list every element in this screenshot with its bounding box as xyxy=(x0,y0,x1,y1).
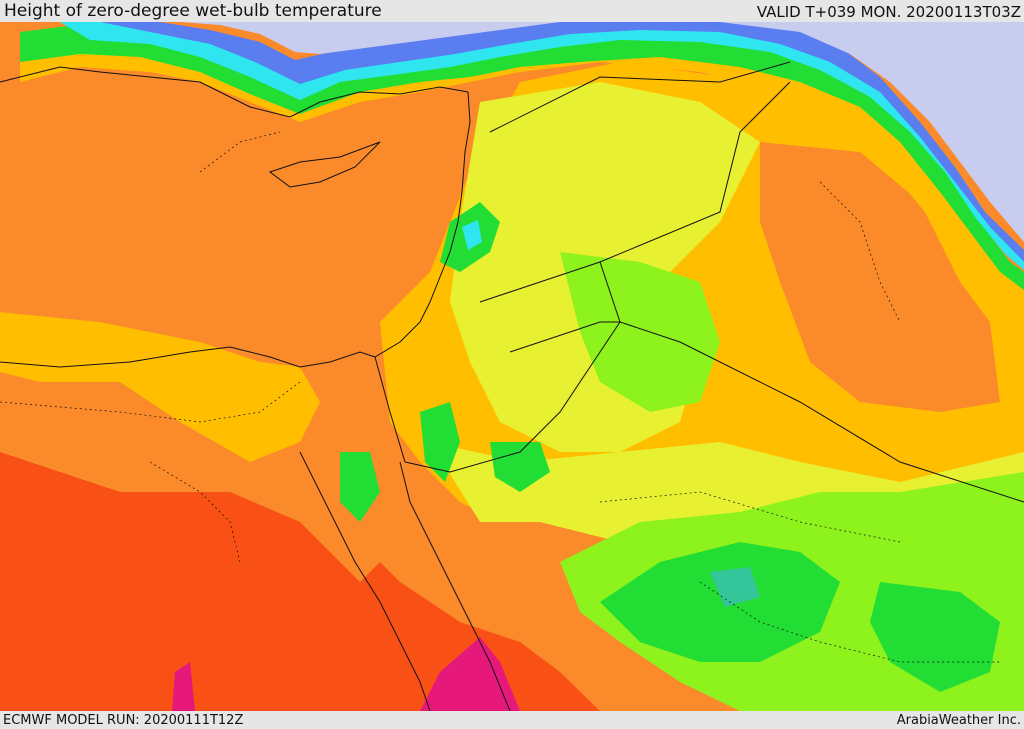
field-teal-patch xyxy=(710,567,760,607)
coastline-red-sea-east xyxy=(399,461,511,711)
valid-time: VALID T+039 MON. 20200113T03Z xyxy=(756,3,1021,21)
border-iraq-saudi xyxy=(599,261,1024,503)
weather-map xyxy=(0,22,1024,711)
border-syria-jordan xyxy=(479,81,791,303)
field-yellow-north xyxy=(20,32,1024,322)
coastline-north-africa xyxy=(0,346,376,368)
field-orange-sea xyxy=(0,62,460,367)
field-cyan-levant xyxy=(462,220,482,250)
border-syria-iraq xyxy=(489,61,791,133)
field-lime-interior xyxy=(560,252,720,412)
header-bar: Height of zero-degree wet-bulb temperatu… xyxy=(0,0,1024,22)
coastline-turkey xyxy=(0,66,469,118)
border-sinai xyxy=(374,356,406,463)
field-green-south xyxy=(600,542,840,662)
field-green-negev xyxy=(420,402,460,482)
map-canvas xyxy=(0,22,1024,711)
field-neutral-north xyxy=(180,22,1024,242)
footer-bar: ECMWF MODEL RUN: 20200111T12Z ArabiaWeat… xyxy=(0,711,1024,729)
field-gold-egypt xyxy=(0,312,320,462)
field-magenta-small xyxy=(172,662,195,711)
field-cyan-north xyxy=(60,22,1024,270)
coastline-cyprus xyxy=(268,141,381,188)
field-red-orange xyxy=(0,452,600,711)
coastline-red-sea-west xyxy=(299,451,431,711)
coastlines xyxy=(0,66,511,711)
model-run-label: ECMWF MODEL RUN: 20200111T12Z xyxy=(3,713,244,728)
field-orange-iraq xyxy=(760,142,1000,412)
field-magenta xyxy=(420,637,520,711)
field-green-southeast xyxy=(870,582,1000,692)
dotted-borders xyxy=(0,131,1000,663)
field-green-jordan xyxy=(490,442,550,492)
border-jordan-saudi xyxy=(404,321,621,473)
field-green-north xyxy=(20,22,1024,290)
coastline-levant xyxy=(374,91,471,358)
field-green-sinai xyxy=(340,452,380,522)
map-title: Height of zero-degree wet-bulb temperatu… xyxy=(4,1,382,21)
credit-label: ArabiaWeather Inc. xyxy=(896,713,1021,728)
borders xyxy=(374,61,1024,503)
